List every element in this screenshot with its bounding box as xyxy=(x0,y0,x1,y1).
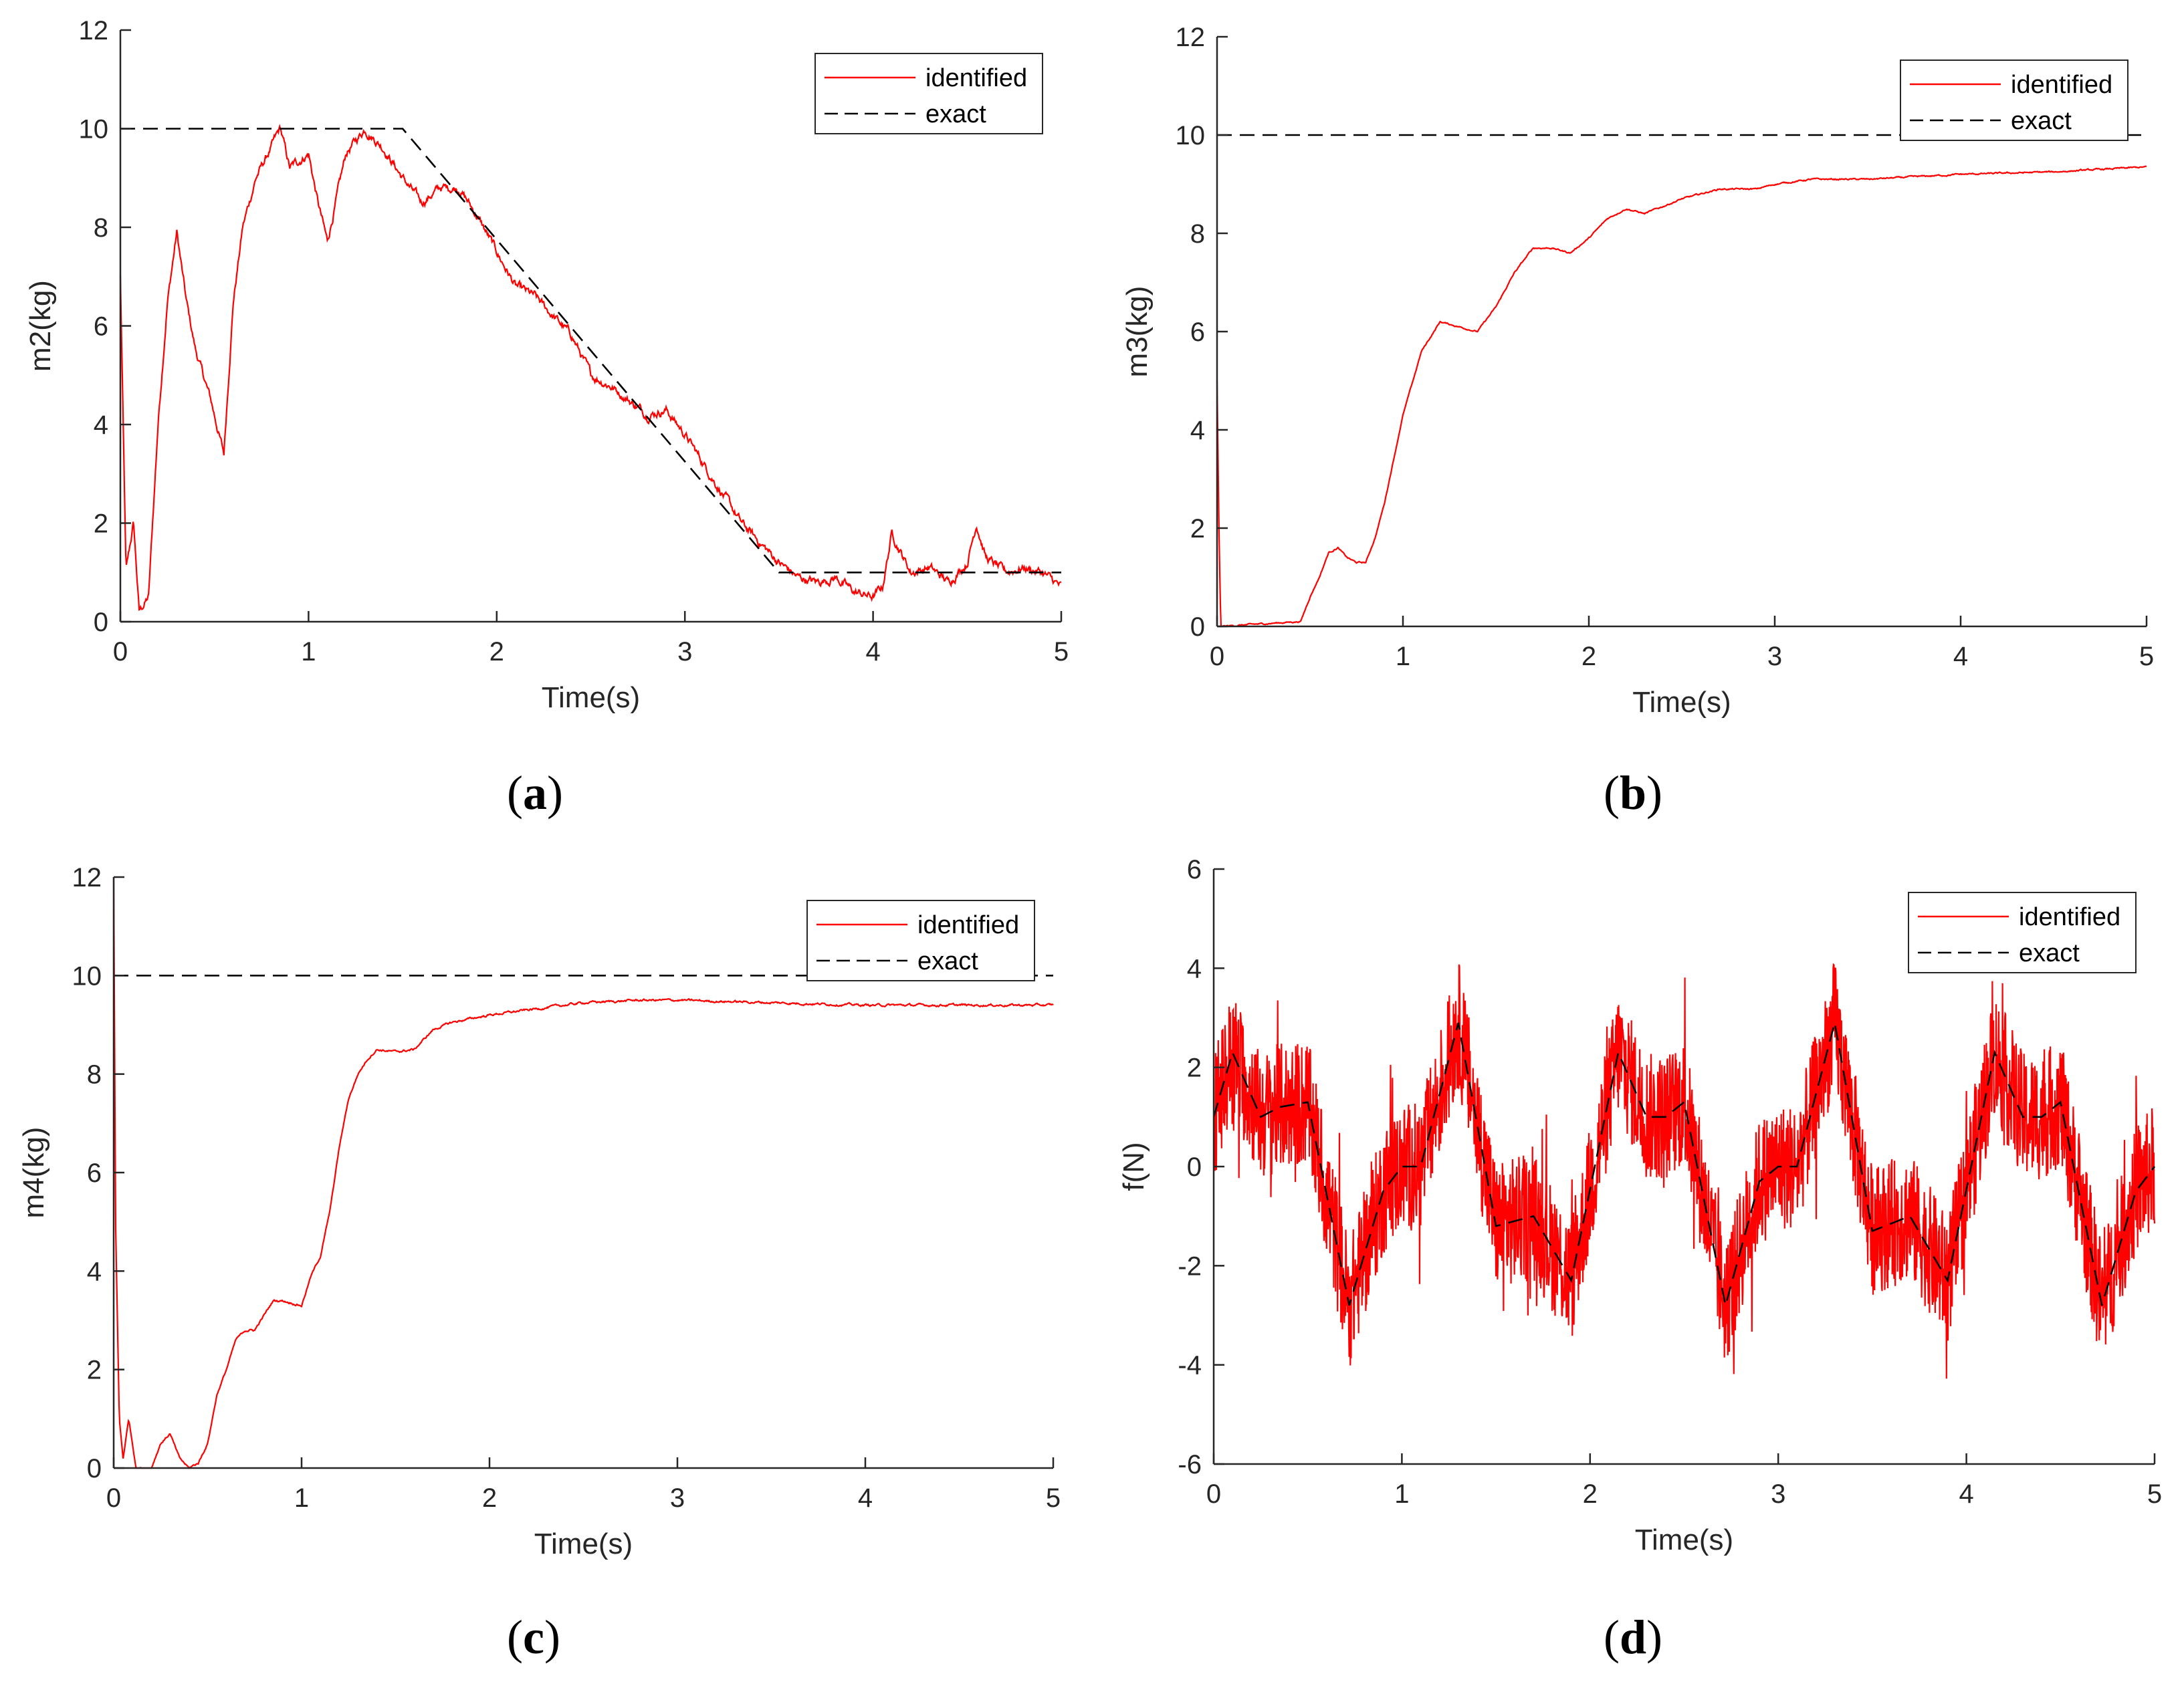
series-line-identified-d xyxy=(1212,963,2156,1379)
y-tick-label-c: 2 xyxy=(87,1356,102,1385)
x-axis-label-a: Time(s) xyxy=(542,681,640,714)
legend-label-identified-a: identified xyxy=(925,64,1027,92)
y-tick-label-c: 4 xyxy=(87,1257,102,1286)
y-tick-label-d: 0 xyxy=(1187,1153,1202,1182)
legend-label-exact-d: exact xyxy=(2019,939,2080,967)
x-tick-label-c: 1 xyxy=(294,1483,309,1513)
x-tick-label-d: 4 xyxy=(1959,1479,1973,1509)
y-tick-label-a: 0 xyxy=(94,608,108,637)
series-line-exact-d xyxy=(1212,1022,2156,1306)
legend-label-identified-b: identified xyxy=(2011,71,2112,99)
legend-label-exact-a: exact xyxy=(925,100,986,128)
x-axis-label-b: Time(s) xyxy=(1632,686,1731,719)
y-tick-label-a: 8 xyxy=(94,213,108,243)
panel-a-caption: (a) xyxy=(507,766,563,820)
y-tick-label-d: -2 xyxy=(1178,1251,1202,1281)
x-tick-label-c: 5 xyxy=(1046,1483,1061,1513)
y-tick-label-a: 12 xyxy=(79,16,109,45)
x-tick-label-c: 3 xyxy=(670,1483,685,1513)
series-line-identified-b xyxy=(1216,165,2147,628)
series-line-identified-a xyxy=(119,124,1062,611)
y-tick-label-a: 4 xyxy=(94,410,108,440)
x-tick-label-b: 5 xyxy=(2139,642,2154,671)
x-axis-label-c: Time(s) xyxy=(534,1528,633,1560)
y-tick-label-d: 2 xyxy=(1187,1054,1202,1083)
x-tick-label-b: 2 xyxy=(1581,642,1596,671)
legend-label-identified-c: identified xyxy=(917,911,1019,939)
legend-label-exact-b: exact xyxy=(2011,107,2072,135)
y-tick-label-d: 6 xyxy=(1187,855,1202,884)
legend-label-identified-d: identified xyxy=(2019,903,2120,931)
x-tick-label-a: 5 xyxy=(1054,637,1069,667)
legend-box-a xyxy=(814,53,1043,134)
panel-d-caption: (d) xyxy=(1604,1610,1663,1664)
x-tick-label-a: 1 xyxy=(301,637,316,667)
y-tick-label-b: 0 xyxy=(1190,612,1205,642)
x-tick-label-b: 0 xyxy=(1210,642,1224,671)
x-tick-label-d: 0 xyxy=(1206,1479,1221,1509)
y-tick-label-a: 6 xyxy=(94,312,108,342)
x-tick-label-b: 3 xyxy=(1767,642,1782,671)
x-tick-label-c: 2 xyxy=(482,1483,497,1513)
x-tick-label-d: 2 xyxy=(1583,1479,1598,1509)
x-tick-label-c: 4 xyxy=(858,1483,873,1513)
panel-b: 0 1 2 3 4 5024681012Time(s)m3(kg)identifiedex… xyxy=(1121,23,2154,719)
x-tick-label-d: 5 xyxy=(2147,1479,2162,1509)
legend-box-d xyxy=(1908,892,2137,973)
y-tick-label-c: 10 xyxy=(72,961,102,991)
y-tick-label-c: 8 xyxy=(87,1060,102,1090)
x-tick-label-c: 0 xyxy=(106,1483,121,1513)
y-axis-label-c: m4(kg) xyxy=(17,1127,50,1219)
y-tick-label-d: -4 xyxy=(1178,1351,1202,1380)
x-tick-label-b: 1 xyxy=(1396,642,1410,671)
y-tick-label-d: 4 xyxy=(1187,954,1202,983)
panel-d: 0 1 2 3 4 5 -6 -4 -2 0 2 4 6 Time(s) f(N) identified exa… xyxy=(1117,855,2162,1556)
x-tick-label-d: 1 xyxy=(1394,1479,1409,1509)
x-tick-label-b: 4 xyxy=(1953,642,1968,671)
y-axis-label-a: m2(kg) xyxy=(24,280,57,372)
x-tick-label-d: 3 xyxy=(1771,1479,1785,1509)
y-tick-label-b: 6 xyxy=(1190,318,1205,347)
series-line-identified-c xyxy=(112,876,1054,1469)
y-tick-label-a: 10 xyxy=(79,115,109,144)
x-tick-label-a: 3 xyxy=(677,637,692,667)
x-axis-label-d: Time(s) xyxy=(1635,1524,1733,1556)
panel-c: 0 1 2 3 4 5024681012Time(s)m4(kg)identifiedex… xyxy=(17,863,1061,1560)
y-axis-label-d: f(N) xyxy=(1117,1142,1150,1191)
legend-box-c xyxy=(806,900,1035,981)
x-tick-label-a: 0 xyxy=(113,637,128,667)
x-tick-label-a: 2 xyxy=(489,637,504,667)
y-tick-label-c: 12 xyxy=(72,863,102,892)
y-tick-label-b: 12 xyxy=(1176,23,1206,52)
y-tick-label-c: 6 xyxy=(87,1159,102,1188)
y-tick-label-b: 4 xyxy=(1190,416,1205,445)
y-tick-label-a: 2 xyxy=(94,509,108,539)
panel-a: 0 1 2 3 4 5024681012Time(s)m2(kg)identifiedex… xyxy=(24,16,1069,714)
y-tick-label-d: -6 xyxy=(1178,1450,1202,1479)
y-tick-label-c: 0 xyxy=(87,1454,102,1483)
y-axis-label-b: m3(kg) xyxy=(1121,286,1154,378)
y-tick-label-b: 10 xyxy=(1176,121,1206,150)
legend-label-exact-c: exact xyxy=(917,947,978,975)
y-tick-label-b: 2 xyxy=(1190,514,1205,543)
y-tick-label-b: 8 xyxy=(1190,219,1205,249)
panel-b-caption: (b) xyxy=(1604,766,1663,820)
panel-c-caption: (c) xyxy=(507,1610,560,1664)
series-line-exact-a xyxy=(120,128,1061,574)
legend-box-b xyxy=(1900,59,2128,141)
x-tick-label-a: 4 xyxy=(865,637,880,667)
